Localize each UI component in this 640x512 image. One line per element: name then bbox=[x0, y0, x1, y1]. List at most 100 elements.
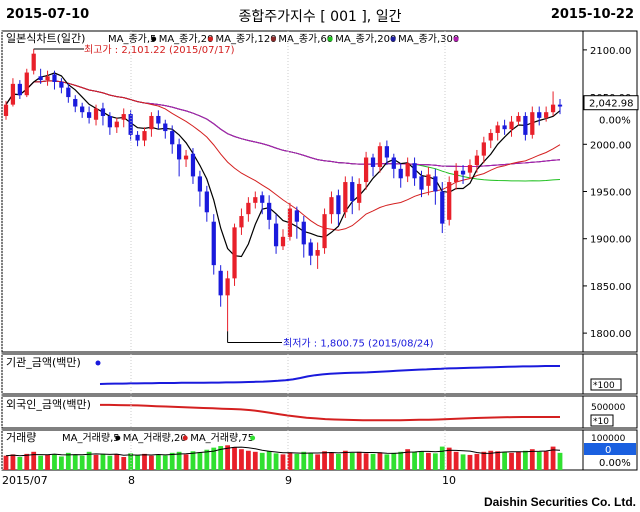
volume-bar bbox=[543, 451, 549, 470]
volume-bar bbox=[329, 452, 334, 470]
candle bbox=[253, 197, 258, 203]
volume-bar bbox=[439, 446, 445, 470]
end-date: 2015-10-22 bbox=[550, 7, 634, 22]
candle bbox=[52, 74, 57, 82]
volume-title: 거래량 bbox=[6, 431, 36, 444]
x-tick-label: 9 bbox=[285, 474, 292, 487]
candle bbox=[550, 104, 556, 113]
candle bbox=[384, 146, 389, 158]
volume-bar bbox=[453, 451, 459, 470]
candle bbox=[156, 115, 161, 124]
candle bbox=[163, 123, 168, 132]
high-annotation: 최고가 : 2,101.22 (2015/07/17) bbox=[84, 44, 235, 56]
ma-legend-swatch bbox=[270, 36, 276, 42]
candle bbox=[107, 115, 112, 128]
volume-bar bbox=[52, 454, 57, 470]
volume-bar bbox=[169, 452, 175, 470]
candle bbox=[273, 223, 279, 247]
ma5-line bbox=[5, 72, 561, 258]
volume-bar bbox=[516, 451, 521, 470]
candle bbox=[426, 174, 431, 186]
change-value: 0.00% bbox=[599, 116, 631, 127]
foreign-pane: 외국인_금액(백만) 500000 *10 bbox=[6, 398, 626, 427]
candle bbox=[260, 195, 265, 203]
current-value: 2,042.98 bbox=[589, 99, 634, 110]
foreign-scale-box bbox=[590, 414, 614, 427]
volume-bar bbox=[86, 451, 92, 470]
volume-bar bbox=[114, 454, 120, 470]
candle bbox=[336, 195, 341, 215]
candle bbox=[225, 278, 230, 296]
candle bbox=[454, 170, 459, 183]
foreign-scale-top: 500000 bbox=[591, 403, 626, 413]
volume-bar bbox=[405, 449, 411, 470]
candle bbox=[211, 221, 216, 266]
volume-bar bbox=[384, 454, 390, 470]
start-date: 2015-07-10 bbox=[6, 7, 90, 22]
volume-bar bbox=[72, 454, 78, 470]
volume-bar bbox=[481, 451, 487, 470]
candle bbox=[121, 114, 126, 120]
candle bbox=[447, 182, 452, 220]
volume-bar bbox=[259, 452, 265, 470]
volume-current-box bbox=[584, 443, 636, 455]
inst-scale-box bbox=[590, 378, 622, 391]
volume-bar bbox=[211, 447, 217, 470]
ma-legend-entry: MA_종가,200 bbox=[335, 33, 396, 45]
chart-title: 종합주가지수 [ 001 ], 일간 bbox=[238, 9, 402, 25]
candle bbox=[350, 182, 355, 201]
foreign-scale: *10 bbox=[593, 417, 609, 427]
candle bbox=[329, 197, 334, 215]
volume-bar bbox=[529, 449, 535, 470]
volume-bar bbox=[162, 455, 168, 470]
inst-scale: *100 bbox=[593, 381, 615, 391]
volume-bar bbox=[356, 451, 362, 470]
volume-bar bbox=[377, 452, 383, 470]
volume-bar bbox=[474, 453, 480, 470]
volume-bar bbox=[370, 453, 376, 470]
candle bbox=[530, 112, 535, 135]
candle bbox=[398, 168, 403, 179]
volume-bar bbox=[266, 451, 272, 470]
candle bbox=[66, 87, 71, 98]
volume-bar bbox=[59, 456, 64, 470]
candle bbox=[93, 108, 99, 120]
volume-bar bbox=[142, 453, 147, 470]
ma-legend-swatch bbox=[151, 36, 157, 42]
volume-legend-swatch bbox=[115, 435, 121, 441]
candle bbox=[287, 208, 293, 237]
volume-current: 0 bbox=[605, 445, 611, 456]
candle bbox=[537, 112, 542, 118]
pane-scale-0 bbox=[582, 30, 638, 353]
volume-bar bbox=[301, 451, 307, 470]
price-pane: 2100.002050.002000.001950.001900.001850.… bbox=[3, 31, 639, 350]
volume-bar bbox=[550, 446, 556, 470]
volume-bar bbox=[294, 453, 300, 470]
volume-legend-swatch bbox=[182, 435, 188, 441]
candle bbox=[363, 157, 369, 183]
pane-frame-0 bbox=[1, 30, 584, 353]
volume-bar bbox=[322, 451, 327, 470]
ma-legend-entry: MA_종가,120 bbox=[216, 33, 277, 45]
ma-legend-swatch bbox=[453, 36, 459, 42]
current-value-box bbox=[583, 95, 639, 111]
candle bbox=[370, 157, 376, 167]
candle bbox=[135, 134, 140, 141]
volume-bar bbox=[197, 452, 203, 470]
candle bbox=[419, 176, 424, 190]
candle bbox=[218, 270, 223, 296]
volume-bar bbox=[65, 452, 71, 470]
volume-bar bbox=[280, 454, 286, 470]
volume-bar bbox=[467, 454, 473, 470]
volume-bar bbox=[93, 454, 99, 470]
candle bbox=[460, 170, 466, 175]
candle bbox=[73, 98, 78, 107]
x-tick-label: 2015/07 bbox=[2, 474, 48, 487]
footer-brand: Daishin Securities Co. Ltd. bbox=[483, 495, 636, 509]
candle bbox=[488, 132, 493, 141]
x-axis: 2015/07 8 9 10 bbox=[1, 31, 456, 487]
candle bbox=[495, 125, 500, 133]
volume-bar bbox=[79, 455, 85, 470]
candle bbox=[322, 214, 327, 249]
